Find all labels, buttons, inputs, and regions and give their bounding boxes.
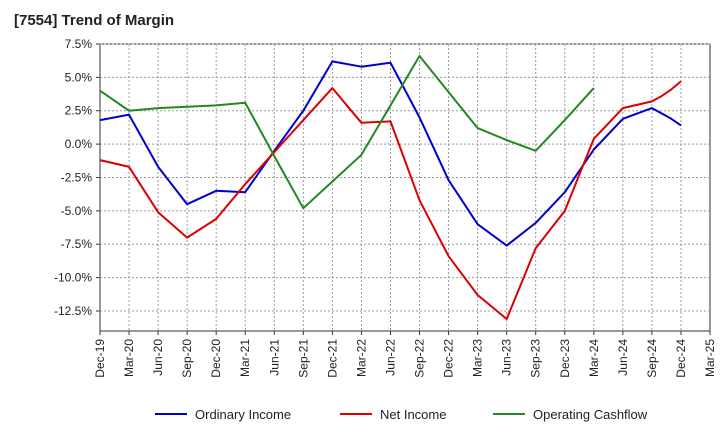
x-tick-label: Mar-24 bbox=[587, 339, 601, 377]
y-tick-label: -5.0% bbox=[61, 204, 93, 218]
x-tick-label: Sep-21 bbox=[296, 339, 310, 378]
x-tick-label: Dec-19 bbox=[93, 339, 107, 378]
plot-area bbox=[99, 43, 711, 332]
x-tick-label: Mar-23 bbox=[471, 339, 485, 377]
x-tick-label: Jun-21 bbox=[267, 339, 281, 376]
x-tick-label: Dec-20 bbox=[209, 339, 223, 378]
chart-title: [7554] Trend of Margin bbox=[14, 12, 175, 29]
y-tick-label: 7.5% bbox=[65, 37, 93, 51]
series-line-operating-cashflow bbox=[99, 55, 595, 210]
y-tick-label: -12.5% bbox=[54, 304, 92, 318]
y-tick-label: 0.0% bbox=[65, 137, 93, 151]
x-tick-label: Sep-22 bbox=[413, 339, 427, 378]
y-tick-label: 2.5% bbox=[65, 104, 93, 118]
y-tick-label: -10.0% bbox=[54, 271, 92, 285]
series-line-ordinary-income bbox=[99, 60, 682, 247]
x-tick-label: Mar-25 bbox=[703, 339, 717, 377]
legend-label: Operating Cashflow bbox=[533, 407, 648, 422]
x-tick-label: Jun-20 bbox=[151, 339, 165, 376]
x-tick-label: Dec-22 bbox=[442, 339, 456, 378]
x-tick-label: Dec-24 bbox=[674, 339, 688, 378]
y-tick-label: -2.5% bbox=[61, 170, 93, 184]
legend-label: Net Income bbox=[380, 407, 446, 422]
legend-label: Ordinary Income bbox=[195, 407, 291, 422]
x-tick-label: Jun-22 bbox=[383, 339, 397, 376]
x-tick-label: Mar-20 bbox=[122, 339, 136, 377]
series-line-net-income bbox=[99, 80, 682, 320]
y-tick-label: -7.5% bbox=[61, 237, 93, 251]
y-tick-label: 5.0% bbox=[65, 70, 93, 84]
x-tick-label: Dec-23 bbox=[558, 339, 572, 378]
x-tick-label: Jun-23 bbox=[500, 339, 514, 376]
x-tick-label: Sep-24 bbox=[645, 339, 659, 378]
x-tick-label: Sep-23 bbox=[529, 339, 543, 378]
x-tick-label: Dec-21 bbox=[325, 339, 339, 378]
x-tick-label: Sep-20 bbox=[180, 339, 194, 378]
x-tick-label: Mar-21 bbox=[238, 339, 252, 377]
x-tick-label: Jun-24 bbox=[616, 339, 630, 376]
x-tick-label: Mar-22 bbox=[354, 339, 368, 377]
